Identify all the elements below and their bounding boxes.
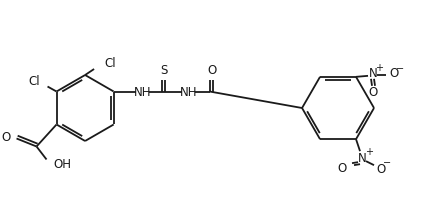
Text: N: N: [369, 67, 377, 80]
Text: Cl: Cl: [28, 75, 39, 88]
Text: +: +: [375, 63, 383, 73]
Text: OH: OH: [53, 158, 72, 171]
Text: NH: NH: [180, 86, 198, 99]
Text: O: O: [389, 67, 399, 80]
Text: O: O: [377, 163, 385, 176]
Text: −: −: [396, 64, 404, 74]
Text: +: +: [365, 147, 373, 157]
Text: N: N: [358, 152, 366, 165]
Text: NH: NH: [134, 86, 152, 99]
Text: O: O: [207, 64, 216, 77]
Text: Cl: Cl: [104, 56, 116, 70]
Text: O: O: [368, 86, 377, 99]
Text: O: O: [337, 162, 347, 175]
Text: O: O: [1, 131, 11, 144]
Text: −: −: [383, 158, 391, 168]
Text: S: S: [160, 64, 168, 77]
